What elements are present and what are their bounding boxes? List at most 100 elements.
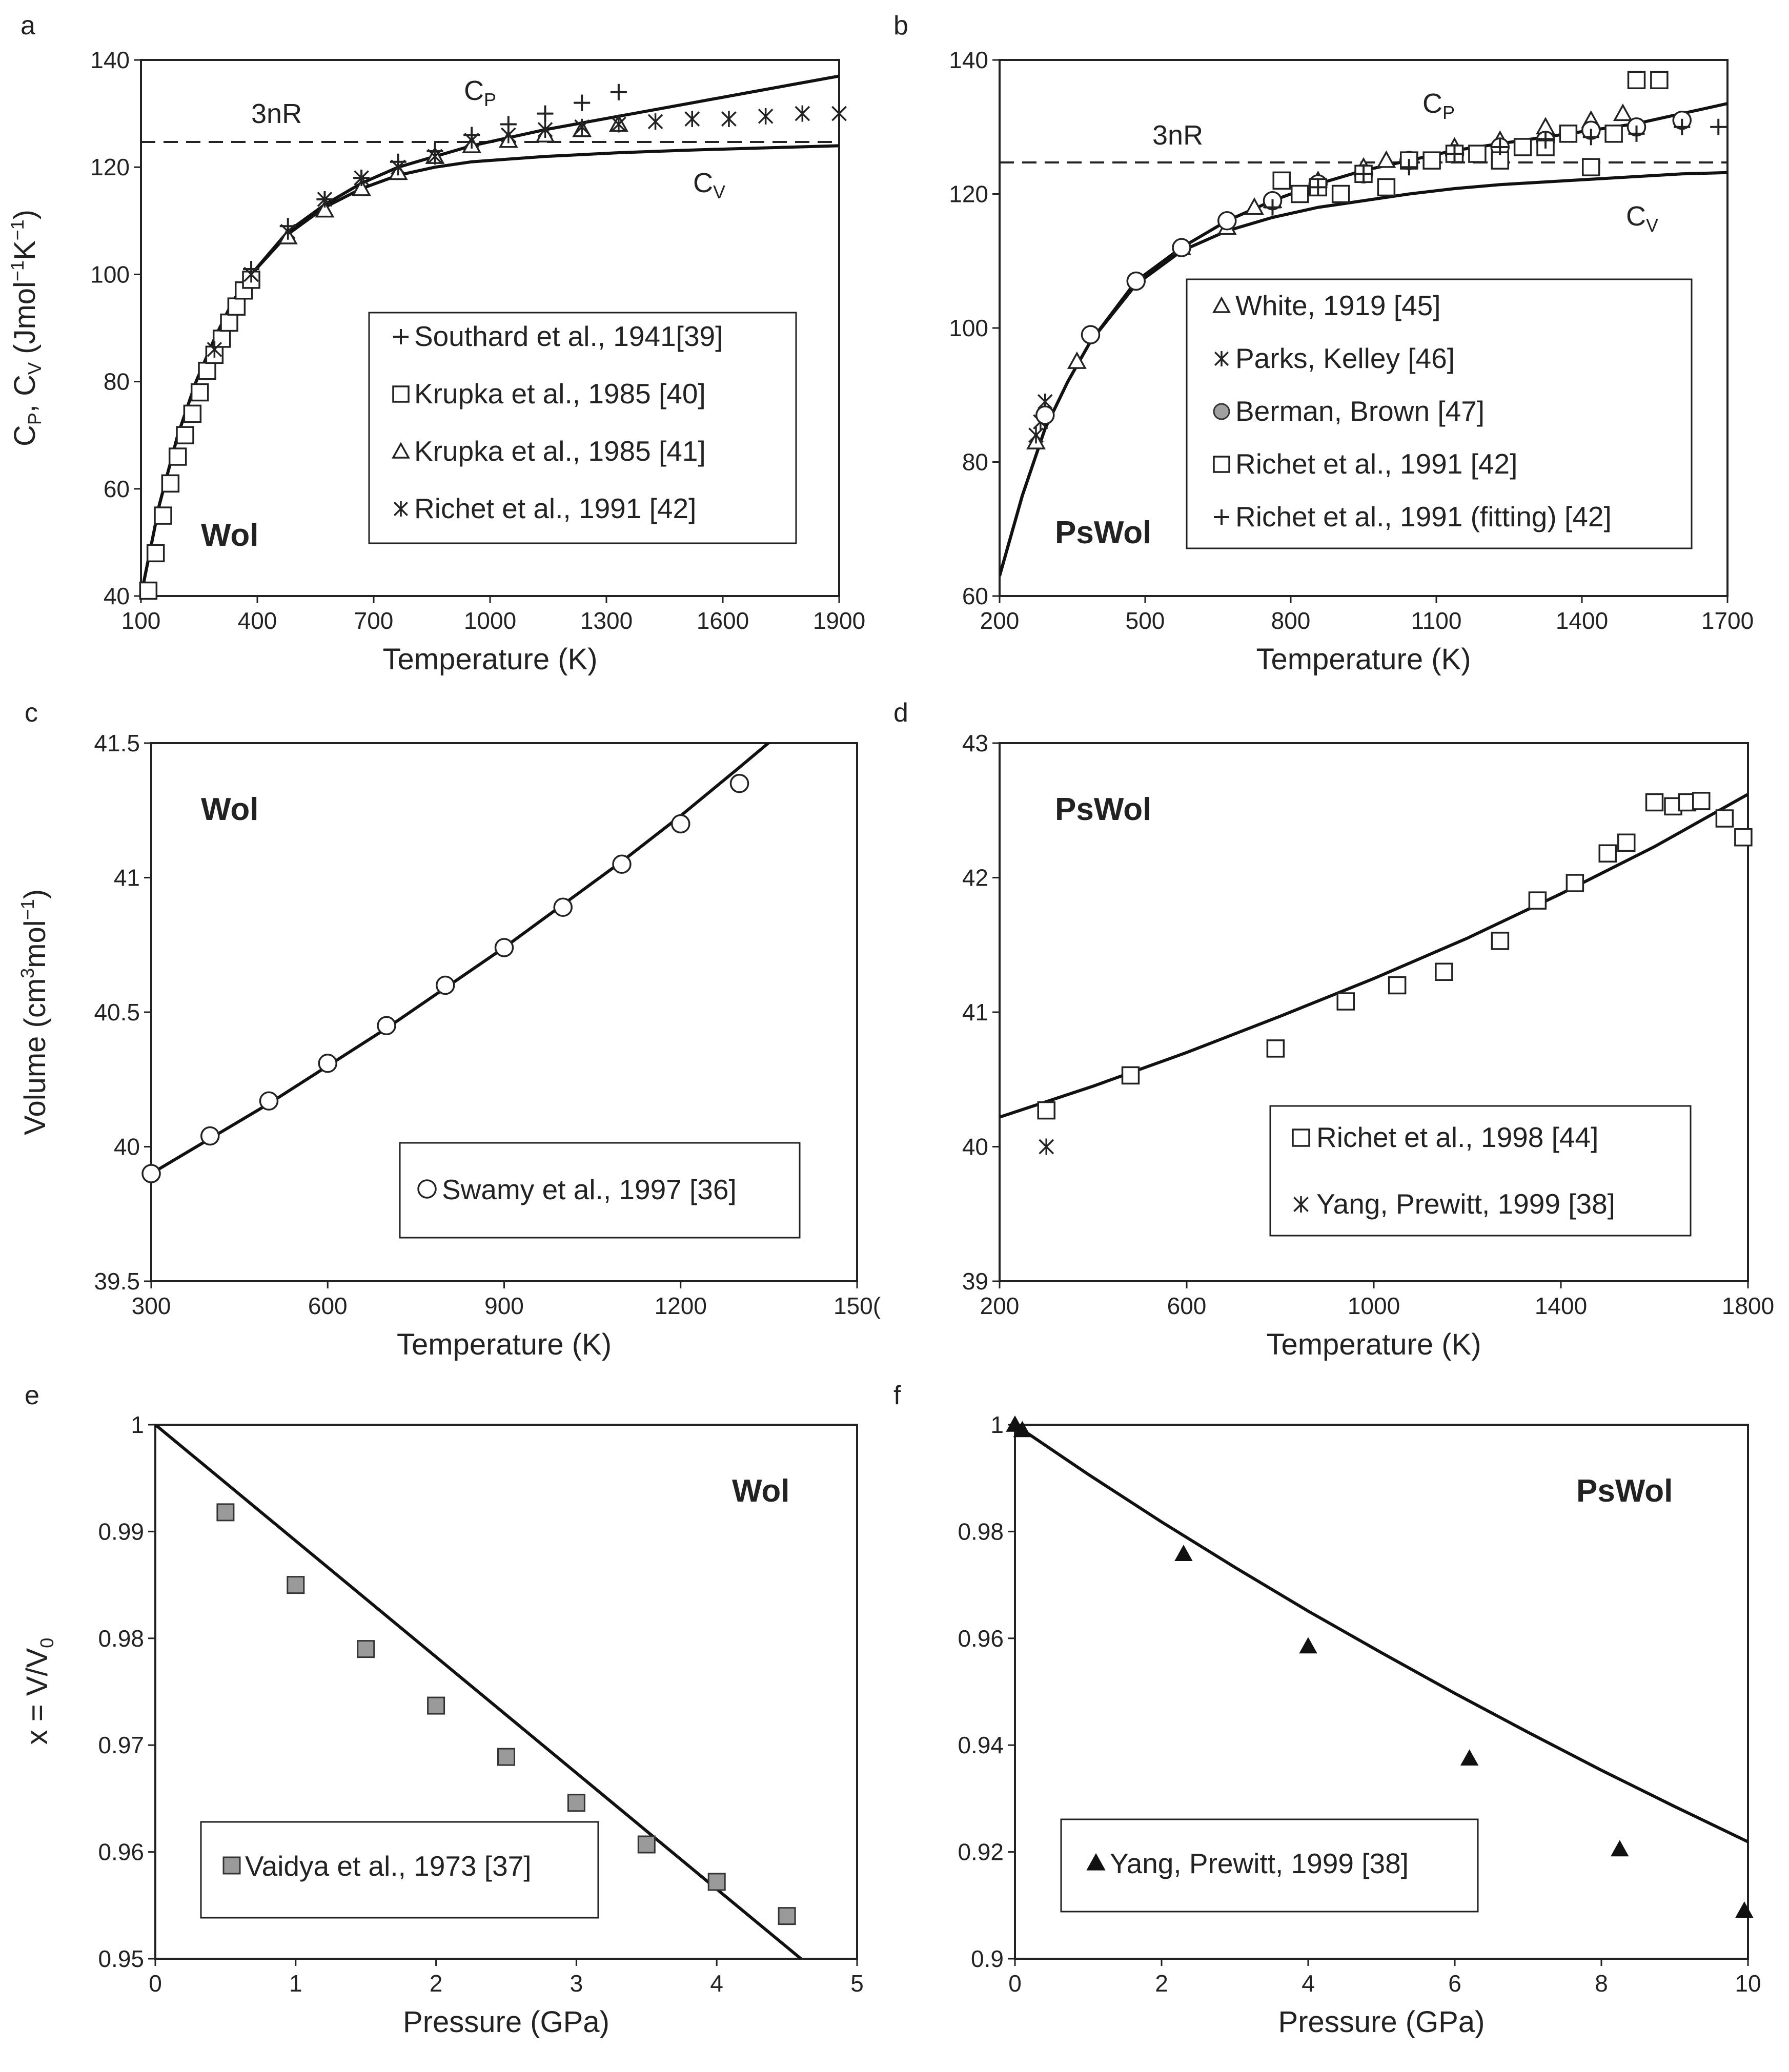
x-tick-label: 1400 <box>1556 607 1608 634</box>
panel-letter: b <box>893 11 908 40</box>
data-point <box>1650 71 1669 89</box>
material-tag: PsWol <box>1055 792 1151 827</box>
data-point <box>494 938 514 957</box>
y-tick-label: 1 <box>990 1411 1004 1438</box>
cp-label: CP <box>464 75 496 110</box>
data-point <box>1291 184 1309 203</box>
panel-letter: a <box>21 11 35 40</box>
data-point <box>795 105 810 122</box>
data-point <box>758 108 774 125</box>
y-tick-label: 80 <box>104 368 130 395</box>
data-series <box>1039 1138 1054 1155</box>
x-tick-label: 800 <box>1271 607 1311 634</box>
data-point <box>1537 132 1554 149</box>
model-curve <box>1015 1425 1748 1843</box>
y-tick-label: 39 <box>962 1268 988 1295</box>
x-tick-label: 0 <box>1008 1970 1022 1997</box>
plot-frame <box>154 1424 858 1960</box>
data-series <box>216 1503 796 1925</box>
x-axis-title: Temperature (K) <box>397 1328 612 1361</box>
data-point <box>1598 844 1617 863</box>
panel-letter: f <box>893 1381 901 1410</box>
chart-panel-e: e 0 1 2 3 4 5 0.95 0.96 0.97 0.98 0.99 1 Pressure (GP… <box>21 1381 864 2039</box>
x-tick-label: 900 <box>484 1293 524 1319</box>
data-point <box>1266 1039 1285 1058</box>
x-tick-label: 500 <box>1126 607 1165 634</box>
chart-panel-c: c 300 600 900 1200 150(39.5 40 40.5 41 41.5 Temper… <box>17 698 881 1361</box>
legend-marker <box>392 385 410 403</box>
data-point <box>1272 171 1291 190</box>
y-tick-label: 41 <box>114 865 140 891</box>
y-tick-label: 0.92 <box>958 1839 1004 1865</box>
y-tick-label: 40.5 <box>94 999 140 1025</box>
data-point <box>574 118 590 135</box>
data-point <box>567 1794 585 1812</box>
panel-letter: e <box>25 1381 39 1410</box>
legend-label: Yang, Prewitt, 1999 [38] <box>1316 1188 1615 1220</box>
x-tick-label: 600 <box>308 1293 348 1319</box>
x-tick-label: 1600 <box>697 607 749 634</box>
x-tick-label: 1900 <box>813 607 865 634</box>
y-tick-label: 0.98 <box>98 1625 144 1652</box>
data-point <box>280 223 296 240</box>
data-point <box>637 1835 656 1854</box>
x-axis-title: Temperature (K) <box>382 643 597 676</box>
data-point <box>154 506 172 525</box>
data-point <box>497 1748 515 1766</box>
y-tick-label: 42 <box>962 865 988 891</box>
data-point <box>259 1091 279 1111</box>
legend-box <box>1186 278 1693 549</box>
data-series <box>141 774 749 1183</box>
y-tick-label: 0.96 <box>98 1839 144 1865</box>
x-axis-title: Pressure (GPa) <box>403 2005 609 2039</box>
y-tick-label: 39.5 <box>94 1268 140 1295</box>
data-point <box>354 170 369 187</box>
panel-letter: c <box>25 698 38 728</box>
y-axis-title: x = V/V0 <box>21 1638 57 1745</box>
data-point <box>1528 891 1547 910</box>
data-point <box>1388 976 1407 995</box>
data-point <box>1174 1545 1193 1561</box>
data-point <box>1715 809 1734 828</box>
legend-marker <box>392 442 410 459</box>
legend-marker <box>1293 1196 1309 1213</box>
data-point <box>315 200 335 218</box>
data-point <box>168 447 187 466</box>
y-tick-label: 40 <box>962 1134 988 1160</box>
legend-box <box>399 1142 801 1239</box>
data-point <box>287 1576 305 1594</box>
data-point <box>146 544 165 563</box>
legend-marker <box>1212 296 1231 313</box>
data-point <box>1264 199 1281 216</box>
y-tick-label: 0.97 <box>98 1732 144 1758</box>
y-tick-label: 60 <box>962 583 988 609</box>
data-point <box>574 94 591 111</box>
data-point <box>390 159 406 176</box>
legend-label: Richet et al., 1991 (fitting) [42] <box>1235 501 1612 532</box>
material-tag: Wol <box>201 518 259 553</box>
data-point <box>1628 125 1645 142</box>
data-point <box>1037 1101 1055 1120</box>
x-axis-title: Temperature (K) <box>1266 1328 1481 1361</box>
legend-box <box>1060 1818 1479 1913</box>
legend-label: Krupka et al., 1985 [40] <box>414 378 706 409</box>
data-point <box>1039 1138 1054 1155</box>
legend-marker <box>1214 509 1229 525</box>
legend-marker <box>394 501 408 517</box>
data-point <box>139 581 158 600</box>
data-point <box>200 1126 220 1146</box>
data-point <box>352 178 372 196</box>
legend-box <box>368 312 797 544</box>
data-point <box>1613 103 1633 121</box>
data-series <box>207 105 847 358</box>
data-point <box>212 330 231 348</box>
data-point <box>612 854 632 874</box>
x-tick-label: 10 <box>1735 1970 1761 1997</box>
data-point <box>537 105 554 122</box>
x-tick-label: 3 <box>570 1970 583 1997</box>
x-tick-label: 200 <box>980 607 1020 634</box>
y-tick-label: 0.96 <box>958 1625 1004 1652</box>
material-tag: Wol <box>201 792 259 827</box>
y-axis-title: Volume (cm3mol−1) <box>17 889 52 1135</box>
model-curve <box>155 1425 802 1959</box>
